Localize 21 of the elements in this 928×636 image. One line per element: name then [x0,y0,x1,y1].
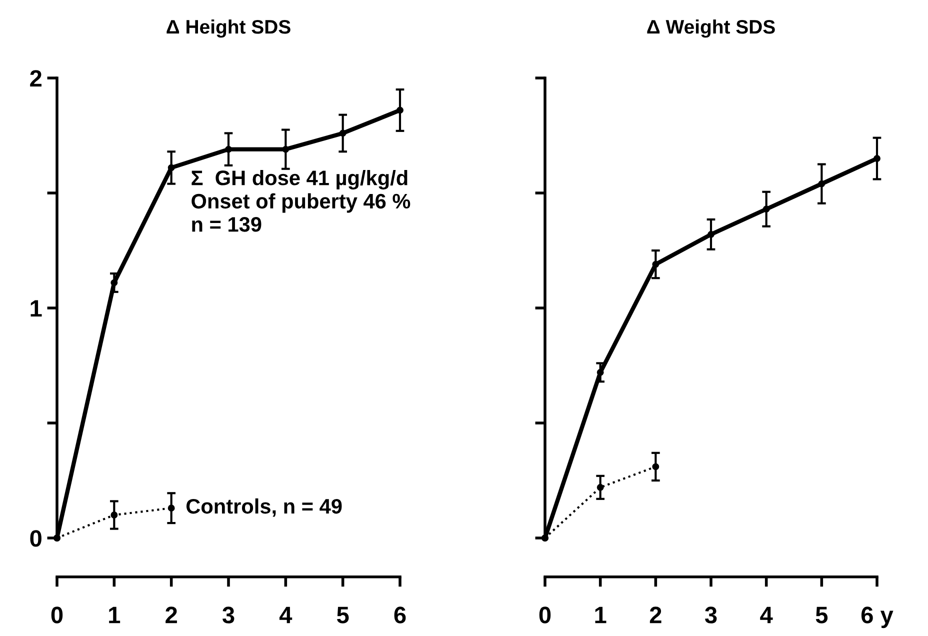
x-tick-label: 1 [595,606,606,624]
x-tick-label: 2 [650,606,662,624]
x-tick-label: 4 [279,606,292,624]
y-tick-label: 2 [30,70,42,87]
x-tick-label: 4 [760,606,773,624]
x-tick-label: 0 [51,606,63,624]
x-tick-label: 3 [222,606,234,624]
chart-title: Δ Weight SDS [647,19,775,38]
chart-title: Δ Height SDS [166,19,290,38]
x-tick-label: 3 [704,606,717,624]
x-tick-label: 2 [166,606,177,624]
x-tick-label: 5 [816,606,828,624]
x-tick-label: 0 [539,606,551,624]
y-tick-label: 1 [30,300,42,317]
x-tick-label: 1 [109,606,120,624]
y-tick-label: 0 [30,530,42,547]
x-tick-label: 6 y [861,606,894,628]
series-label: Controls, n = 49 [186,498,342,517]
x-tick-label: 6 [394,606,406,624]
annotation: Σ GH dose 41 µg/kg/d Onset of puberty 46 % n = 139 [192,170,410,232]
x-tick-label: 5 [336,606,349,624]
